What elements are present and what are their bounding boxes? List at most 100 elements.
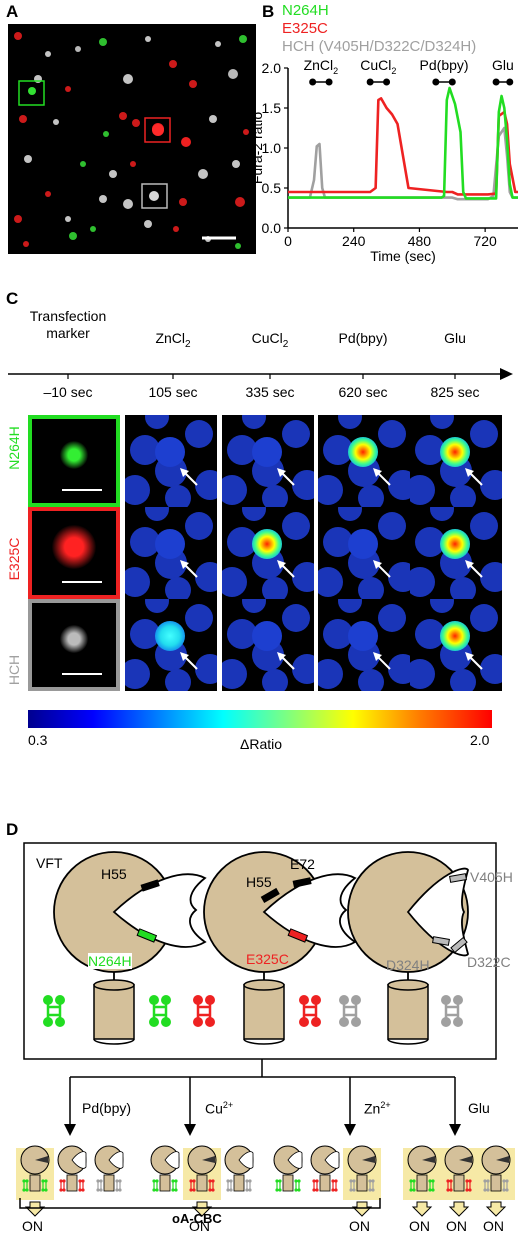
y-tick-label: 0.0 [262, 220, 282, 236]
arrow-icon [277, 652, 295, 670]
arrow-icon [180, 652, 198, 670]
arrow-icon [373, 468, 391, 486]
ratio-image [410, 507, 502, 599]
background-cell [292, 654, 314, 684]
background-cell [125, 475, 150, 505]
y-tick-label: 0.5 [262, 180, 282, 196]
background-cell [338, 507, 362, 521]
arrow-icon [465, 560, 483, 578]
arrow-icon [465, 652, 483, 670]
scale-bar [62, 581, 102, 583]
background-cell [165, 669, 191, 691]
x-axis-label: Time (sec) [370, 248, 436, 264]
site-e325c: E325C [246, 951, 289, 967]
background-cell [262, 485, 288, 507]
site-n264h: N264H [88, 953, 132, 969]
vft-label: VFT [36, 855, 63, 871]
target-cell [155, 529, 185, 559]
marker-image [28, 415, 120, 507]
ratio-image [410, 599, 502, 691]
ratio-image [222, 507, 314, 599]
background-cell [480, 562, 502, 592]
arrow-icon [180, 468, 198, 486]
on-label: ON [349, 1218, 370, 1234]
background-cell [125, 567, 150, 597]
branch-glu: Glu [468, 1100, 490, 1116]
background-cell [450, 669, 476, 691]
on-label: ON [409, 1218, 430, 1234]
background-cell [378, 512, 406, 540]
arrow-icon [373, 652, 391, 670]
background-cell [185, 604, 213, 632]
background-cell [378, 420, 406, 448]
colorbar-max: 2.0 [470, 732, 490, 748]
background-cell [318, 659, 343, 689]
site-e72: E72 [290, 856, 315, 872]
ratio-image [125, 415, 217, 507]
scale-bar [62, 489, 102, 491]
background-cell [292, 562, 314, 592]
background-cell [338, 415, 362, 429]
background-cell [195, 562, 217, 592]
target-cell [348, 621, 378, 651]
background-cell [318, 475, 343, 505]
timeline-arrow [8, 368, 513, 380]
marker-image [28, 599, 120, 691]
ratio-image [318, 599, 410, 691]
background-cell [185, 420, 213, 448]
background-cell [358, 669, 384, 691]
panel-letter-a: A [6, 2, 19, 21]
red-roi-box [144, 117, 171, 143]
ratio-image [410, 415, 502, 507]
background-cell [410, 567, 435, 597]
background-cell [470, 604, 498, 632]
background-cell [358, 577, 384, 599]
vft-receptor-e325c [203, 851, 357, 1045]
background-cell [410, 475, 435, 505]
background-cell [282, 604, 310, 632]
target-cell [440, 529, 470, 559]
row-label-n264h: N264H [6, 426, 22, 470]
x-tick-label: 720 [473, 233, 497, 249]
stim-label: Glu [492, 57, 514, 73]
target-cell [348, 437, 378, 467]
col-title-glu: Glu [444, 330, 466, 346]
stim-label: ZnCl2 [304, 57, 339, 76]
col-title-zncl2: ZnCl2 [155, 330, 191, 350]
background-cell [358, 485, 384, 507]
background-cell [195, 654, 217, 684]
background-cell [410, 659, 435, 689]
scale-bar [62, 673, 102, 675]
arrow-icon [373, 560, 391, 578]
col-time-4: 825 sec [430, 384, 480, 400]
legend-e325c: E325C [282, 20, 328, 37]
background-cell [242, 599, 266, 613]
background-cell [470, 512, 498, 540]
ratio-image [125, 599, 217, 691]
background-cell [430, 599, 454, 613]
y-tick-label: 1.5 [262, 100, 282, 116]
colorbar-label: ΔRatio [240, 736, 283, 752]
background-cell [145, 599, 169, 613]
col-time-1: 105 sec [148, 384, 198, 400]
branch-pdbpy: Pd(bpy) [82, 1100, 132, 1116]
col-time-0: –10 sec [43, 384, 93, 400]
colorbar [28, 710, 492, 728]
target-cell [155, 437, 185, 467]
background-cell [125, 659, 150, 689]
row-label-e325c: E325C [6, 537, 22, 581]
marker-image [28, 507, 120, 599]
panel-d-diagram [16, 842, 515, 1217]
background-cell [430, 507, 454, 521]
background-cell [222, 475, 247, 505]
ratio-image [222, 415, 314, 507]
g-proteins [43, 995, 463, 1027]
background-cell [450, 577, 476, 599]
background-cell [242, 415, 266, 429]
panel-letter-b: B [262, 2, 275, 21]
cell-dots [14, 32, 249, 249]
panel-letter-c: C [6, 289, 19, 308]
site-h55-2: H55 [246, 874, 272, 890]
target-cell [440, 437, 470, 467]
col-title-pdbpy: Pd(bpy) [338, 330, 388, 346]
